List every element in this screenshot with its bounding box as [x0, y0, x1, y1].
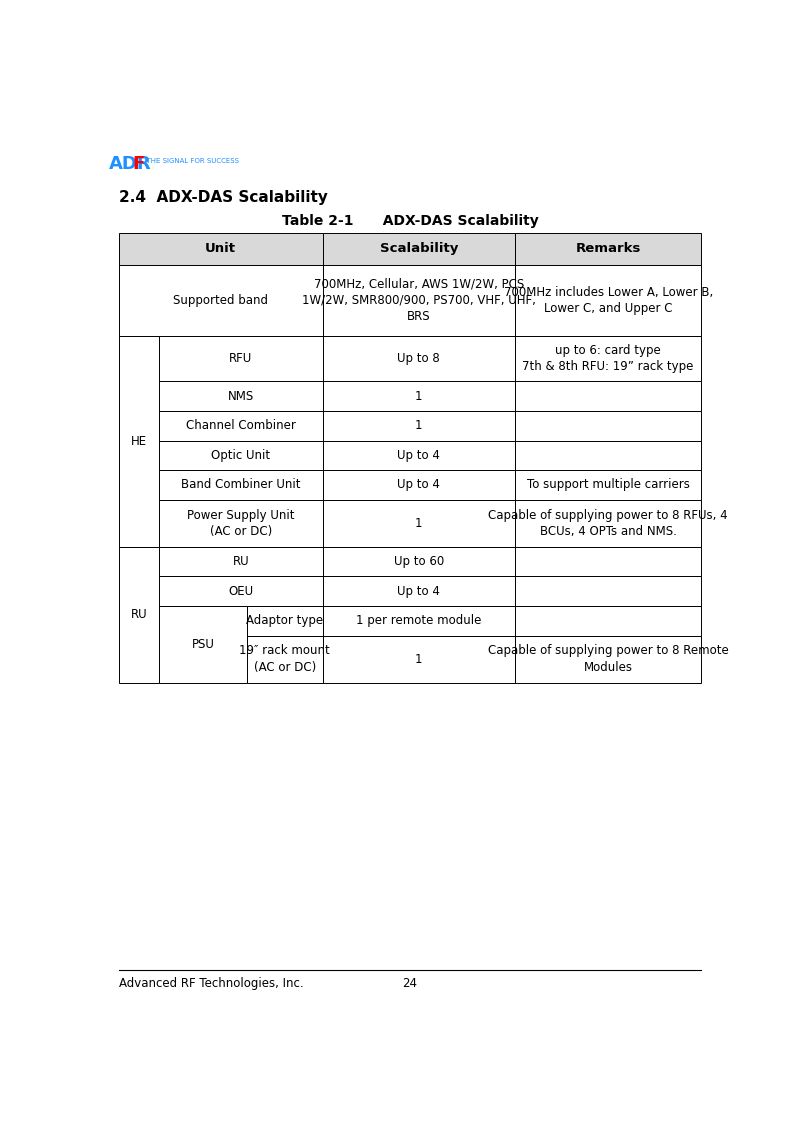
FancyBboxPatch shape — [515, 577, 702, 606]
FancyBboxPatch shape — [159, 381, 322, 411]
Text: 1: 1 — [415, 420, 422, 432]
FancyBboxPatch shape — [515, 470, 702, 500]
FancyBboxPatch shape — [322, 381, 515, 411]
FancyBboxPatch shape — [159, 441, 322, 470]
Text: RU: RU — [130, 608, 147, 621]
FancyBboxPatch shape — [515, 606, 702, 636]
FancyBboxPatch shape — [159, 411, 322, 441]
FancyBboxPatch shape — [118, 546, 159, 683]
FancyBboxPatch shape — [322, 336, 515, 381]
Text: Adaptor type: Adaptor type — [246, 614, 323, 628]
Text: Channel Combiner: Channel Combiner — [186, 420, 296, 432]
Text: 19″ rack mount
(AC or DC): 19″ rack mount (AC or DC) — [239, 645, 330, 674]
Text: Band Combiner Unit: Band Combiner Unit — [182, 478, 301, 492]
Text: Up to 8: Up to 8 — [398, 352, 440, 365]
FancyBboxPatch shape — [118, 233, 322, 265]
Text: Up to 4: Up to 4 — [398, 478, 440, 492]
Text: 700MHz, Cellular, AWS 1W/2W, PCS
1W/2W, SMR800/900, PS700, VHF, UHF,
BRS: 700MHz, Cellular, AWS 1W/2W, PCS 1W/2W, … — [302, 277, 536, 323]
FancyBboxPatch shape — [515, 546, 702, 577]
Text: Optic Unit: Optic Unit — [211, 449, 270, 461]
FancyBboxPatch shape — [515, 381, 702, 411]
Text: OEU: OEU — [229, 585, 254, 597]
Text: Up to 4: Up to 4 — [398, 449, 440, 461]
FancyBboxPatch shape — [118, 336, 159, 546]
Text: ADR: ADR — [110, 155, 152, 173]
FancyBboxPatch shape — [322, 233, 515, 265]
FancyBboxPatch shape — [159, 336, 322, 381]
Text: F: F — [132, 155, 145, 173]
FancyBboxPatch shape — [322, 265, 515, 336]
Text: 1: 1 — [415, 517, 422, 529]
FancyBboxPatch shape — [322, 500, 515, 546]
Text: To support multiple carriers: To support multiple carriers — [526, 478, 690, 492]
FancyBboxPatch shape — [159, 546, 322, 577]
Text: 24: 24 — [402, 977, 418, 990]
Text: Power Supply Unit
(AC or DC): Power Supply Unit (AC or DC) — [187, 509, 294, 538]
Text: Unit: Unit — [205, 242, 236, 256]
FancyBboxPatch shape — [322, 441, 515, 470]
Text: up to 6: card type
7th & 8th RFU: 19” rack type: up to 6: card type 7th & 8th RFU: 19” ra… — [522, 344, 694, 373]
FancyBboxPatch shape — [322, 470, 515, 500]
FancyBboxPatch shape — [515, 336, 702, 381]
Text: RFU: RFU — [230, 352, 253, 365]
Text: Up to 4: Up to 4 — [398, 585, 440, 597]
FancyBboxPatch shape — [159, 470, 322, 500]
Text: Scalability: Scalability — [379, 242, 458, 256]
Text: THE SIGNAL FOR SUCCESS: THE SIGNAL FOR SUCCESS — [142, 158, 239, 164]
FancyBboxPatch shape — [322, 636, 515, 683]
Text: Advanced RF Technologies, Inc.: Advanced RF Technologies, Inc. — [118, 977, 303, 990]
FancyBboxPatch shape — [515, 265, 702, 336]
FancyBboxPatch shape — [159, 500, 322, 546]
Text: 1 per remote module: 1 per remote module — [356, 614, 482, 628]
Text: HE: HE — [131, 435, 147, 448]
FancyBboxPatch shape — [322, 546, 515, 577]
FancyBboxPatch shape — [247, 606, 322, 636]
Text: NMS: NMS — [228, 389, 254, 403]
Text: PSU: PSU — [192, 638, 214, 650]
FancyBboxPatch shape — [515, 411, 702, 441]
FancyBboxPatch shape — [515, 441, 702, 470]
Text: Table 2-1      ADX-DAS Scalability: Table 2-1 ADX-DAS Scalability — [282, 214, 538, 228]
Text: 2.4  ADX-DAS Scalability: 2.4 ADX-DAS Scalability — [118, 190, 327, 205]
Text: Capable of supplying power to 8 Remote
Modules: Capable of supplying power to 8 Remote M… — [488, 645, 729, 674]
FancyBboxPatch shape — [515, 233, 702, 265]
FancyBboxPatch shape — [515, 500, 702, 546]
Text: Supported band: Supported band — [173, 294, 268, 307]
FancyBboxPatch shape — [159, 606, 247, 683]
Text: Remarks: Remarks — [575, 242, 641, 256]
Text: Up to 60: Up to 60 — [394, 555, 444, 568]
FancyBboxPatch shape — [515, 636, 702, 683]
Text: RU: RU — [233, 555, 250, 568]
FancyBboxPatch shape — [159, 577, 322, 606]
FancyBboxPatch shape — [322, 606, 515, 636]
FancyBboxPatch shape — [247, 636, 322, 683]
Text: 1: 1 — [415, 653, 422, 666]
Text: 1: 1 — [415, 389, 422, 403]
Text: 700MHz includes Lower A, Lower B,
Lower C, and Upper C: 700MHz includes Lower A, Lower B, Lower … — [503, 285, 713, 316]
FancyBboxPatch shape — [322, 411, 515, 441]
FancyBboxPatch shape — [322, 577, 515, 606]
Text: Capable of supplying power to 8 RFUs, 4
BCUs, 4 OPTs and NMS.: Capable of supplying power to 8 RFUs, 4 … — [488, 509, 728, 538]
FancyBboxPatch shape — [118, 265, 322, 336]
